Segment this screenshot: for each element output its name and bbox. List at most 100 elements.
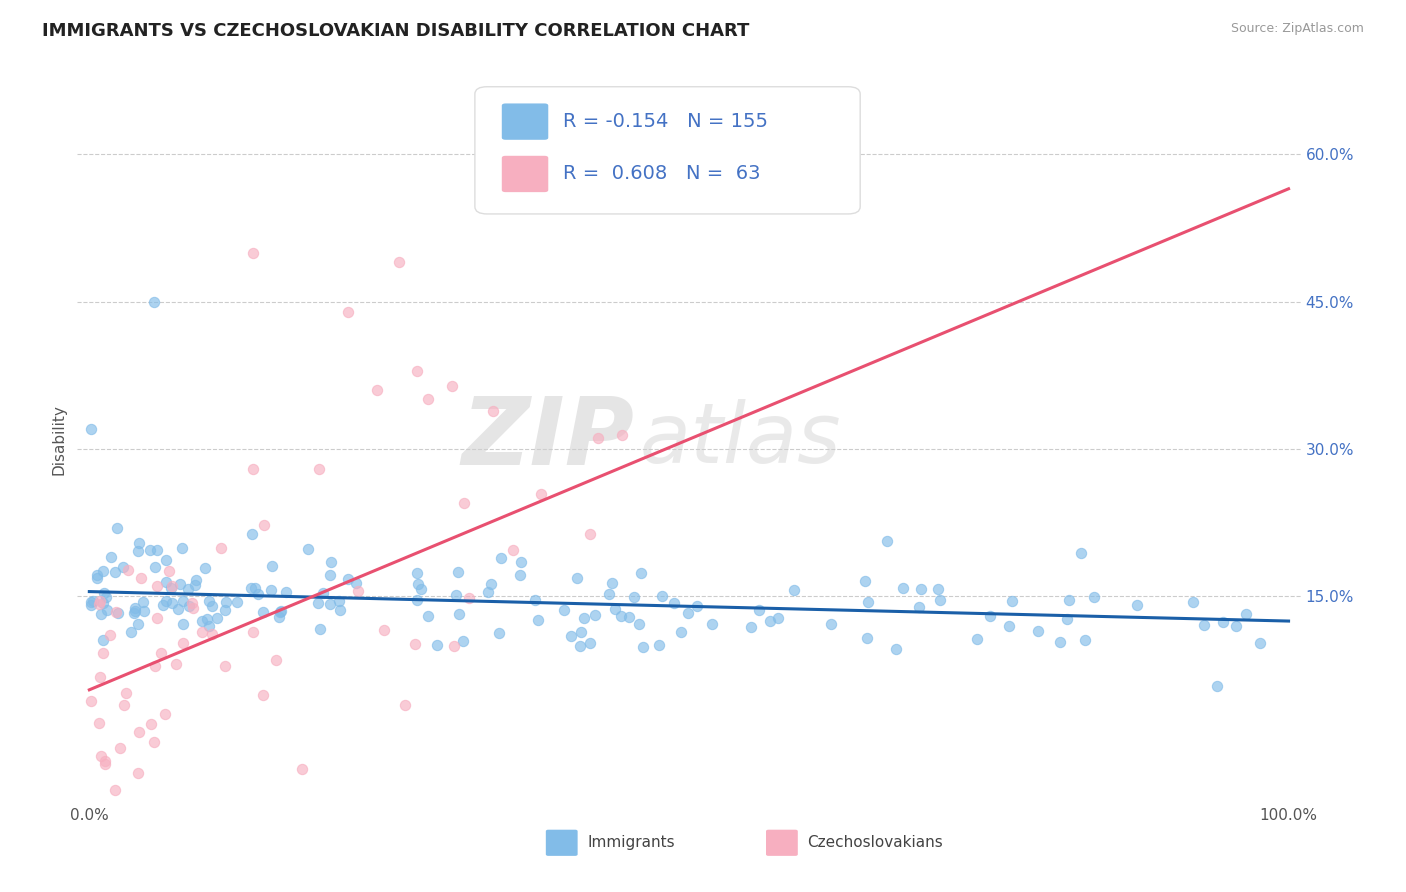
Point: [128, 724, 150, 739]
Point: [329, 603, 352, 617]
Point: [127, 766, 149, 780]
Point: [80, 598, 103, 612]
Point: [143, 735, 166, 749]
Point: [152, 598, 174, 612]
Point: [180, 596, 202, 610]
Point: [209, 541, 232, 555]
Point: [319, 555, 342, 569]
Point: [1192, 618, 1215, 632]
Point: [260, 558, 283, 573]
Point: [267, 609, 290, 624]
Point: [583, 607, 606, 622]
Point: [129, 571, 152, 585]
Point: [79, 422, 101, 436]
Point: [523, 593, 546, 607]
Point: [183, 578, 205, 592]
Point: [394, 698, 416, 712]
Point: [155, 574, 177, 589]
Point: [240, 526, 263, 541]
Point: [149, 647, 172, 661]
Point: [748, 603, 770, 617]
Point: [408, 576, 430, 591]
Point: [246, 587, 269, 601]
Point: [146, 543, 169, 558]
Text: R =  0.608   N =  63: R = 0.608 N = 63: [562, 164, 761, 184]
Point: [93, 596, 115, 610]
Point: [1083, 590, 1105, 604]
Point: [631, 640, 654, 654]
Point: [820, 617, 842, 632]
Point: [291, 762, 314, 776]
Point: [876, 533, 898, 548]
Point: [143, 294, 166, 309]
Point: [1057, 593, 1080, 607]
Point: [91, 633, 114, 648]
Point: [260, 583, 283, 598]
Point: [598, 587, 620, 601]
Point: [127, 543, 149, 558]
Point: [243, 581, 266, 595]
Y-axis label: Disability: Disability: [51, 404, 66, 475]
Point: [418, 392, 440, 406]
Point: [929, 592, 952, 607]
Point: [966, 632, 988, 647]
Point: [336, 305, 359, 319]
Point: [87, 715, 110, 730]
Point: [264, 653, 287, 667]
Point: [239, 581, 262, 595]
Point: [997, 619, 1019, 633]
Point: [318, 567, 340, 582]
Point: [346, 583, 368, 598]
Point: [198, 619, 221, 633]
Point: [252, 689, 274, 703]
Point: [1074, 633, 1097, 648]
Point: [201, 626, 224, 640]
Point: [664, 597, 686, 611]
Text: Immigrants: Immigrants: [588, 835, 675, 850]
Point: [141, 717, 163, 731]
Point: [700, 617, 723, 632]
Point: [1212, 615, 1234, 629]
Point: [617, 610, 640, 624]
Point: [132, 595, 155, 609]
Point: [366, 383, 388, 397]
FancyBboxPatch shape: [546, 830, 578, 855]
Point: [489, 550, 512, 565]
Point: [117, 563, 139, 577]
Point: [328, 594, 350, 608]
Point: [884, 641, 907, 656]
Point: [100, 549, 122, 564]
Point: [446, 566, 468, 580]
Point: [502, 543, 524, 558]
Point: [979, 608, 1001, 623]
Point: [146, 578, 169, 592]
Point: [94, 590, 117, 604]
Point: [856, 595, 879, 609]
Point: [105, 605, 128, 619]
Point: [740, 620, 762, 634]
Point: [453, 496, 475, 510]
Point: [406, 363, 429, 377]
Point: [94, 754, 117, 768]
Point: [579, 526, 602, 541]
Point: [91, 565, 114, 579]
Point: [82, 594, 104, 608]
Point: [90, 748, 112, 763]
Point: [853, 574, 876, 588]
Point: [253, 517, 276, 532]
Point: [172, 594, 194, 608]
Point: [124, 604, 146, 618]
Point: [416, 609, 439, 624]
Point: [145, 659, 167, 673]
Point: [112, 698, 135, 712]
Point: [114, 686, 136, 700]
Point: [162, 596, 184, 610]
Point: [170, 541, 193, 556]
Point: [274, 585, 297, 599]
Point: [373, 623, 395, 637]
Point: [108, 741, 131, 756]
Point: [530, 487, 553, 501]
Point: [159, 564, 181, 578]
Point: [893, 582, 915, 596]
Point: [194, 561, 217, 575]
